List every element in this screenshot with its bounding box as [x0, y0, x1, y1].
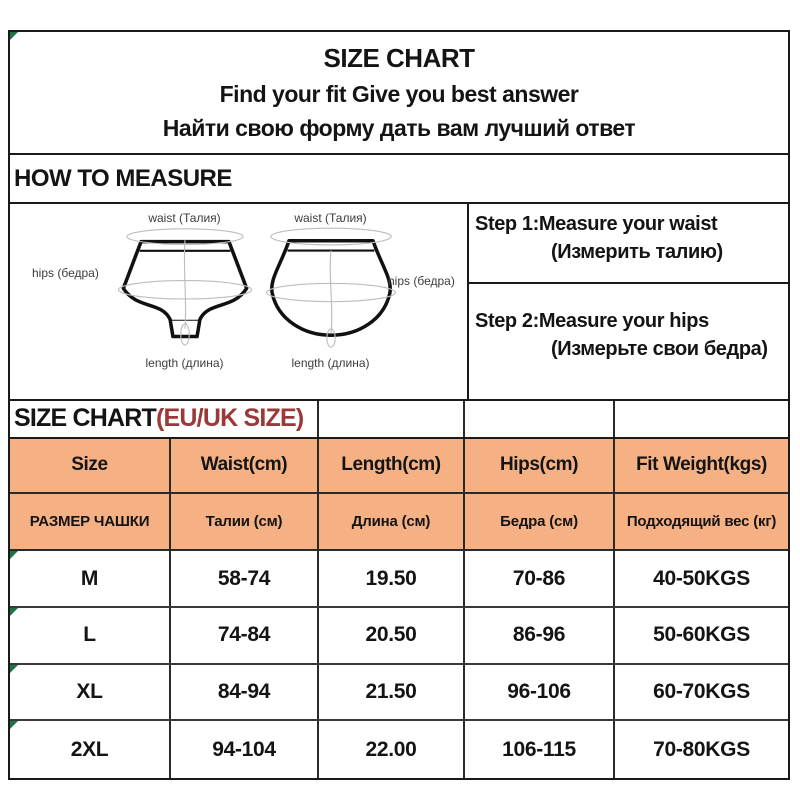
step-1-text-ru: (Измерить талию): [551, 241, 723, 264]
cell-hips: 86-96: [463, 607, 613, 663]
cell-waist: 84-94: [169, 664, 317, 720]
front-length-label: length (длина): [145, 356, 224, 371]
column-header-size-ru: РАЗМЕР ЧАШКИ: [29, 512, 150, 530]
excel-green-corner-marker: [10, 551, 18, 560]
size-chart-title: SIZE CHART (EU/UK SIZE): [10, 401, 317, 437]
column-header-length-ru: Длина (см): [317, 493, 463, 550]
cell-size: L: [10, 607, 169, 663]
cell-waist: 94-104: [169, 721, 317, 779]
column-header-size: Size: [71, 454, 108, 476]
table-row: L 74-84 20.50 86-96 50-60KGS: [10, 607, 788, 665]
measure-section: waist (Талия) length (длина): [10, 204, 788, 402]
steps-panel: Step 1:Measure your waist (Измерить тали…: [467, 204, 788, 400]
cell-hips: 106-115: [463, 721, 613, 779]
how-to-measure-bar: HOW TO MEASURE: [10, 155, 788, 205]
cell-waist: 74-84: [169, 607, 317, 663]
size-chart-title-red: (EU/UK SIZE): [156, 404, 304, 433]
column-header-waist-ru: Талии (см): [169, 493, 317, 550]
size-chart-title-row: SIZE CHART (EU/UK SIZE): [10, 401, 788, 439]
step-1-box: Step 1:Measure your waist (Измерить тали…: [469, 204, 788, 285]
cell-weight: 60-70KGS: [613, 664, 788, 720]
step-2-text-en: Step 2:Measure your hips: [475, 310, 709, 333]
cell-hips: 96-106: [463, 664, 613, 720]
size-chart-title-black: SIZE CHART: [14, 404, 157, 433]
panty-front-diagram: [117, 228, 252, 346]
diagrams-panel: waist (Талия) length (длина): [10, 204, 467, 399]
table-row: 2XL 94-104 22.00 106-115 70-80KGS: [10, 721, 788, 779]
cell-hips: 70-86: [463, 551, 613, 606]
back-hips-label: hips (бедра): [388, 274, 455, 289]
step-2-box: Step 2:Measure your hips (Измерьте свои …: [469, 284, 788, 399]
step-1-text-en: Step 1:Measure your waist: [475, 213, 718, 236]
cell-weight: 40-50KGS: [613, 551, 788, 606]
column-header-weight-ru: Подходящий вес (кг): [613, 493, 788, 550]
excel-green-corner-marker: [10, 664, 18, 673]
back-waist-label: waist (Талия): [294, 211, 367, 226]
subtitle-russian: Найти свою форму дать вам лучший ответ: [162, 115, 636, 142]
front-waist-label: waist (Талия): [148, 211, 221, 226]
cell-length: 21.50: [317, 664, 463, 720]
table-header-row-russian: РАЗМЕР ЧАШКИ Талии (см) Длина (см) Бедра…: [10, 493, 788, 552]
panty-back-diagram: [265, 227, 396, 348]
empty-title-cell: [613, 401, 788, 437]
cell-length: 20.50: [317, 607, 463, 663]
table-row: XL 84-94 21.50 96-106 60-70KGS: [10, 664, 788, 722]
cell-size: XL: [10, 664, 169, 720]
column-header-waist: Waist(cm): [169, 438, 317, 492]
page-title: SIZE CHART: [323, 43, 476, 74]
table-header-row-english: Size Waist(cm) Length(cm) Hips(cm) Fit W…: [10, 438, 788, 494]
excel-green-corner-marker: [10, 607, 18, 616]
cell-length: 22.00: [317, 721, 463, 779]
cell-size: M: [10, 551, 169, 606]
cell-weight: 50-60KGS: [613, 607, 788, 663]
column-header-hips: Hips(cm): [463, 438, 613, 492]
column-header-weight: Fit Weight(kgs): [613, 438, 788, 492]
cell-size: 2XL: [10, 721, 169, 778]
front-hips-label: hips (бедра): [32, 266, 99, 281]
cell-length: 19.50: [317, 551, 463, 606]
cell-weight: 70-80KGS: [613, 721, 788, 779]
step-2-text-ru: (Измерьте свои бедра): [551, 338, 768, 361]
header-section: SIZE CHART Find your fit Give you best a…: [10, 32, 788, 156]
empty-title-cell: [463, 401, 613, 437]
panty-back-figure: waist (Талия) length (длина): [258, 210, 403, 371]
back-length-label: length (длина): [291, 356, 370, 371]
empty-title-cell: [317, 401, 463, 437]
subtitle-english: Find your fit Give you best answer: [219, 81, 579, 108]
table-row: M 58-74 19.50 70-86 40-50KGS: [10, 551, 788, 608]
panty-front-figure: waist (Талия) length (длина): [92, 210, 277, 371]
column-header-hips-ru: Бедра (см): [463, 493, 613, 550]
excel-green-corner-marker: [10, 32, 18, 40]
size-chart-outer-box: SIZE CHART Find your fit Give you best a…: [8, 30, 790, 780]
how-to-measure-title: HOW TO MEASURE: [14, 164, 232, 192]
excel-green-corner-marker: [10, 721, 18, 730]
column-header-length: Length(cm): [317, 438, 463, 492]
cell-waist: 58-74: [169, 551, 317, 606]
